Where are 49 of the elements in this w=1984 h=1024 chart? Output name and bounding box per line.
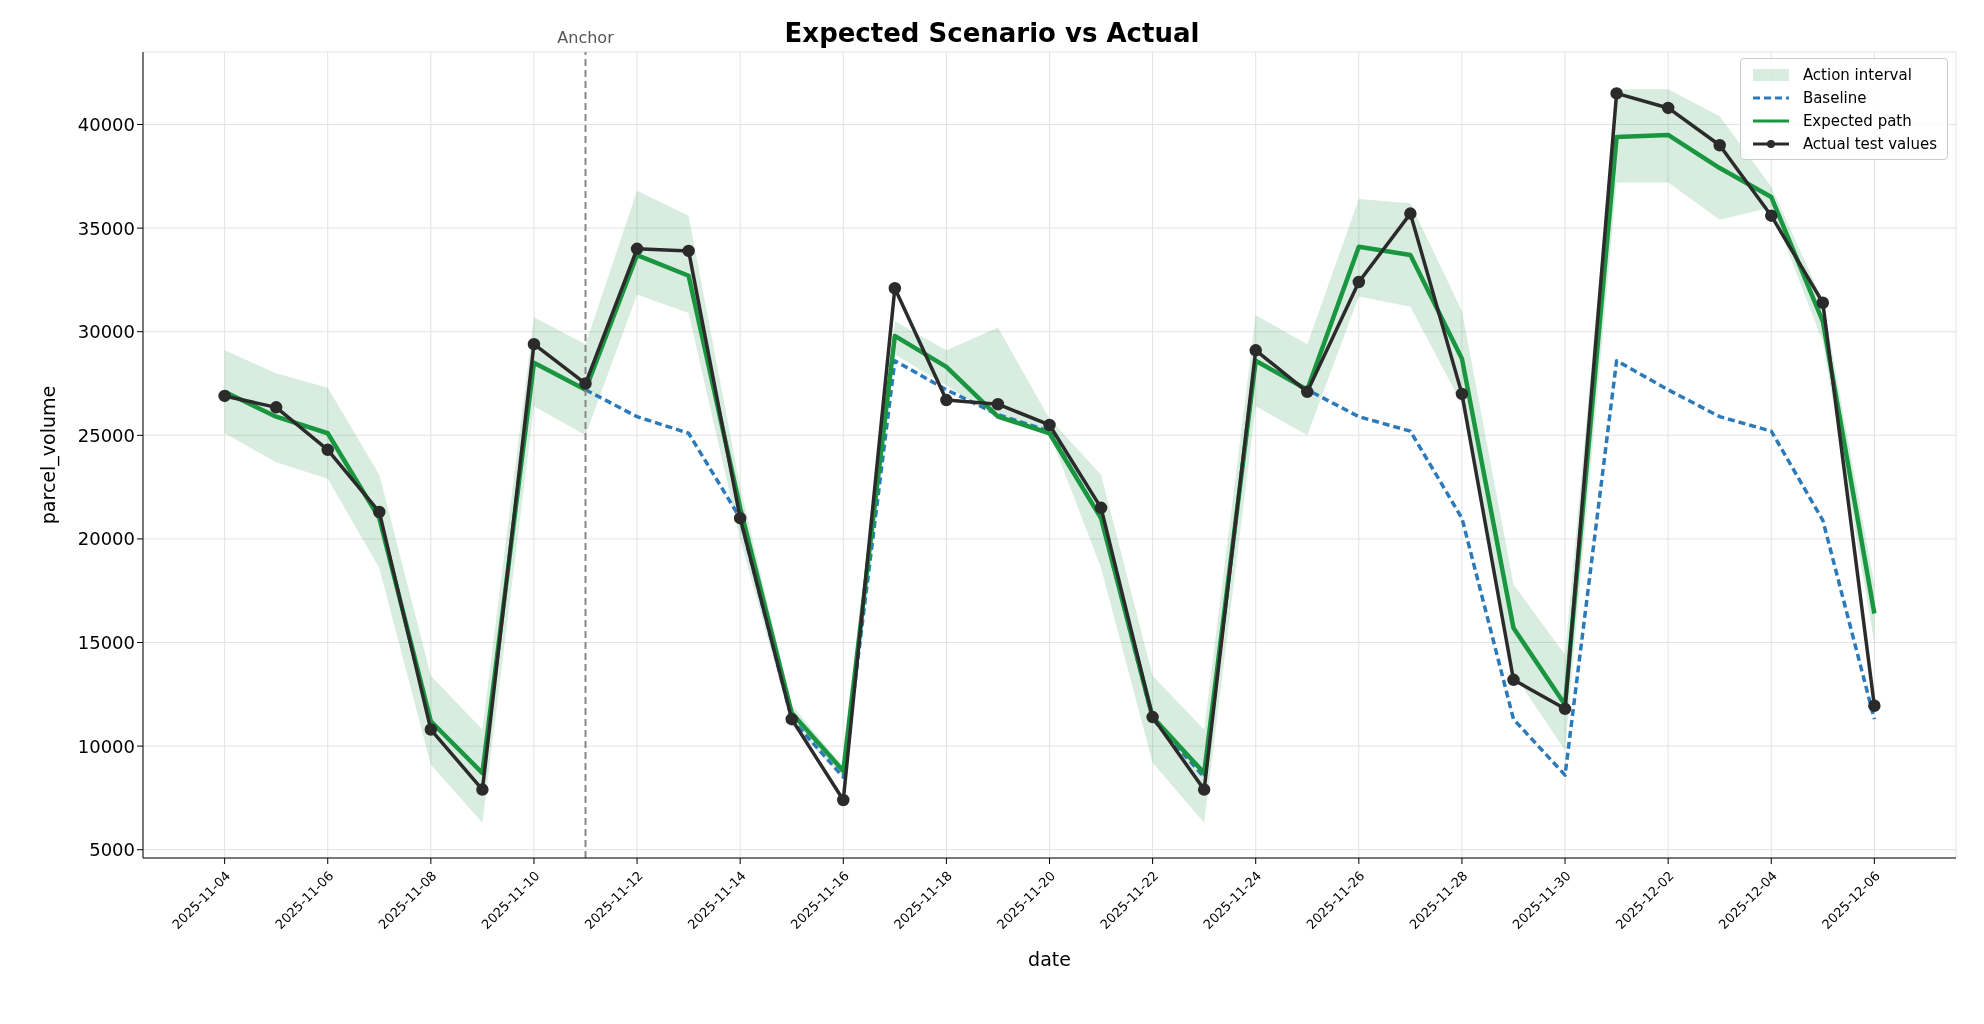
point — [682, 244, 695, 258]
y-tick-label: 10000 — [77, 735, 135, 757]
x-axis-title: date — [1028, 948, 1071, 970]
point — [1713, 138, 1726, 152]
point — [527, 337, 541, 351]
point — [630, 242, 644, 256]
y-tick-label: 40000 — [77, 113, 135, 135]
y-tick-label: 5000 — [89, 839, 135, 861]
point — [733, 511, 747, 525]
point — [1507, 673, 1520, 687]
point — [424, 723, 438, 736]
point — [1558, 702, 1572, 716]
point — [940, 393, 953, 407]
y-tick-label: 15000 — [77, 631, 135, 653]
point — [321, 443, 334, 457]
point — [1197, 783, 1211, 796]
point — [888, 281, 902, 295]
point — [218, 389, 231, 403]
point — [1610, 87, 1623, 100]
point — [1868, 699, 1881, 712]
point — [1455, 387, 1469, 401]
point — [1146, 710, 1159, 724]
y-tick-label: 30000 — [77, 321, 135, 343]
point — [991, 397, 1005, 411]
point — [1404, 207, 1417, 220]
y-tick-label: 35000 — [77, 217, 135, 239]
legend-label: Baseline — [1802, 88, 1867, 107]
point — [1249, 344, 1262, 357]
ref-line-label: Anchor — [557, 28, 615, 47]
legend-label: Expected path — [1802, 111, 1912, 130]
point — [837, 793, 850, 807]
annotation: Action interval — [1802, 65, 1912, 84]
y-tick-label: 25000 — [77, 424, 135, 446]
point — [1043, 418, 1056, 432]
point — [1816, 296, 1830, 309]
chart-title: Expected Scenario vs Actual — [784, 18, 1200, 48]
point — [1661, 101, 1675, 115]
point — [269, 401, 283, 414]
point — [1301, 385, 1314, 399]
legend-label: Actual test values — [1802, 134, 1937, 153]
point — [476, 783, 489, 796]
y-axis-title: parcel_volume — [36, 385, 60, 525]
point — [579, 377, 592, 390]
point — [1765, 209, 1778, 222]
point — [1352, 275, 1366, 289]
point — [1094, 501, 1108, 515]
point — [785, 712, 798, 726]
y-tick-label: 20000 — [77, 528, 135, 550]
point — [373, 505, 386, 519]
